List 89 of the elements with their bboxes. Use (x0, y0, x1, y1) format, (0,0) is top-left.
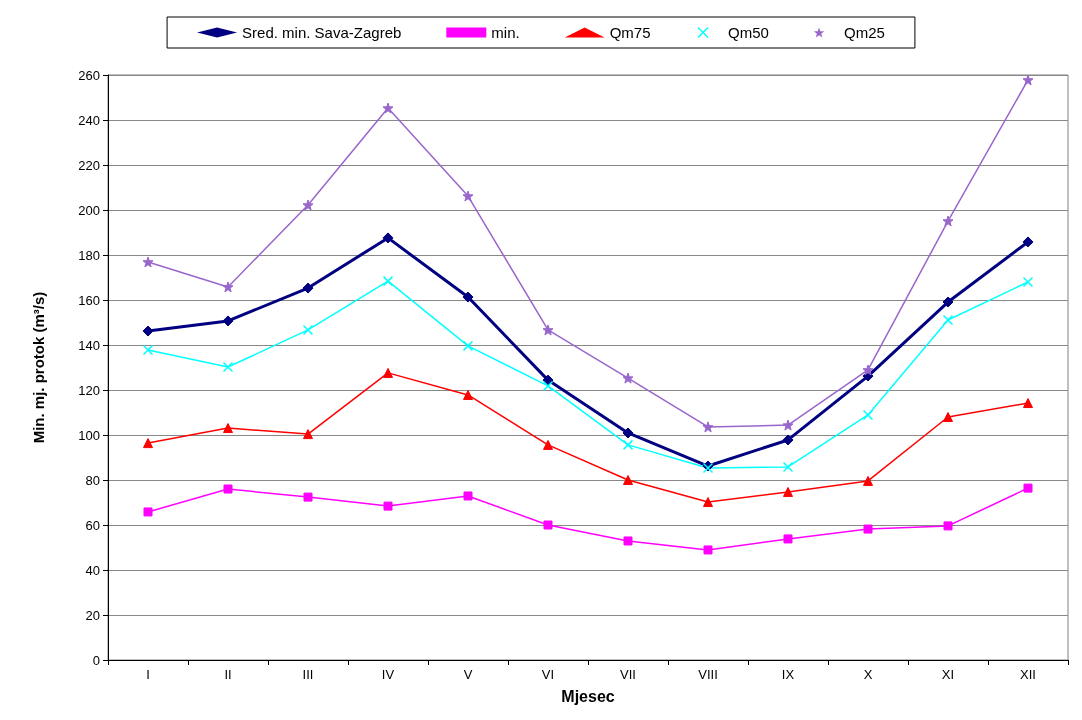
point (143, 438, 153, 449)
point (542, 380, 554, 392)
point (222, 361, 234, 373)
point (623, 475, 633, 485)
y-tick-label: 180 (78, 247, 100, 263)
point (542, 324, 554, 336)
y-tick-label: 20 (85, 607, 100, 623)
point (1023, 398, 1033, 409)
x-tick-label: IX (781, 667, 795, 682)
point (303, 429, 313, 440)
x-tick-label: VIII (698, 667, 718, 682)
x-tick-label: V (463, 667, 473, 682)
y-axis-title: Min. mj. protok (m³/s) (30, 291, 47, 444)
point (622, 372, 634, 384)
point (862, 409, 874, 421)
point (622, 427, 634, 439)
y-tick-label: 60 (85, 517, 100, 533)
point (702, 421, 714, 433)
y-tick-label: 240 (78, 112, 100, 128)
legend-label: Qm25 (844, 24, 885, 41)
y-tick-label: 160 (78, 292, 100, 308)
x-tick-label: I (146, 667, 150, 682)
legend-label: min. (491, 24, 520, 41)
y-tick-label: 80 (85, 472, 100, 488)
x-tick-label: II (224, 667, 232, 682)
x-tick-label: X (863, 667, 873, 682)
point (703, 545, 713, 555)
x-axis-title: Mjesec (561, 687, 615, 705)
point (222, 281, 234, 293)
legend-label: Qm50 (728, 24, 769, 41)
point (863, 524, 873, 534)
point (943, 521, 953, 531)
point (302, 199, 314, 211)
point (942, 215, 954, 227)
point (382, 102, 394, 114)
y-tick-label: 40 (85, 562, 100, 578)
point (782, 419, 794, 431)
x-tick-label: VI (541, 667, 555, 682)
point (862, 364, 874, 376)
point (1022, 74, 1034, 86)
point (942, 296, 954, 308)
point (142, 325, 154, 337)
y-tick-label: 220 (78, 157, 100, 173)
point (543, 439, 553, 450)
x-tick-label: IV (381, 667, 395, 682)
point (782, 461, 794, 473)
point (222, 315, 234, 327)
y-tick-label: 200 (78, 202, 100, 218)
point (943, 412, 953, 422)
point (383, 367, 393, 378)
point (622, 439, 634, 451)
point (463, 389, 473, 400)
point (382, 275, 394, 287)
point (142, 256, 154, 268)
point (782, 434, 794, 446)
legend-label: Qm75 (609, 24, 651, 41)
point (1022, 236, 1034, 248)
point (143, 507, 153, 517)
point (623, 536, 633, 546)
point (783, 486, 793, 497)
point (383, 501, 393, 511)
point (703, 497, 713, 508)
point (942, 314, 954, 326)
y-tick-label: 100 (78, 427, 100, 443)
point (223, 423, 233, 434)
point (302, 282, 314, 294)
x-tick-label: XII (1020, 667, 1036, 682)
point (302, 324, 314, 336)
point (462, 340, 474, 352)
point (783, 534, 793, 544)
x-tick-label: III (302, 667, 314, 682)
y-tick-label: 140 (78, 337, 100, 353)
point (1023, 483, 1033, 493)
y-tick-label: 0 (92, 652, 100, 668)
point (463, 491, 473, 501)
point (1022, 276, 1034, 288)
point (462, 291, 474, 303)
y-tick-label: 260 (78, 67, 100, 83)
point (543, 520, 553, 530)
x-tick-label: VII (620, 667, 636, 682)
x-tick-label: XI (941, 667, 955, 682)
point (303, 492, 313, 502)
point (223, 484, 233, 494)
point (142, 344, 154, 356)
point (462, 190, 474, 202)
legend-label: Sred. min. Sava-Zagreb (242, 24, 402, 41)
y-tick-label: 120 (78, 382, 100, 398)
point (863, 475, 873, 486)
point (382, 232, 394, 244)
